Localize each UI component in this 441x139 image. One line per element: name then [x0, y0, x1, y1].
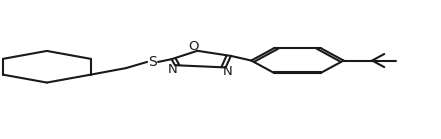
Text: N: N: [168, 63, 178, 76]
Text: N: N: [223, 65, 233, 78]
Text: S: S: [148, 55, 157, 69]
Text: O: O: [189, 40, 199, 53]
